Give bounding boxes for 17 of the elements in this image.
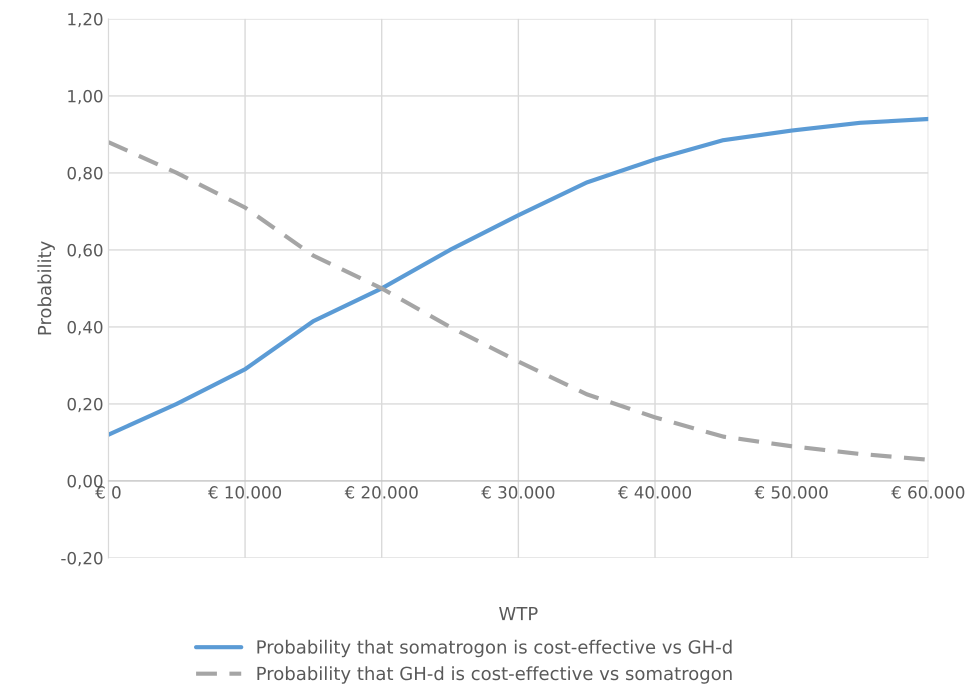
y-tick-label: 0,60 (68, 244, 102, 258)
y-tick-label: 0,80 (68, 166, 102, 182)
y-tick-label: 1,20 (68, 12, 102, 28)
x-tick-label: € 20.000 (344, 486, 418, 499)
x-axis-title: WTP (499, 606, 538, 620)
y-tick-label: 0,20 (68, 398, 102, 412)
y-tick-label: -0,20 (61, 552, 102, 566)
x-tick-label: € 10.000 (208, 486, 282, 499)
x-tick-label: € 50.000 (754, 486, 828, 499)
x-tick-label: € 60.000 (891, 486, 964, 499)
y-tick-label: 0,40 (68, 320, 102, 336)
x-tick-label: € 30.000 (481, 486, 554, 499)
y-tick-label: 1,00 (68, 90, 102, 104)
legend-label: Probability that GH-d is cost-effective vs somatrogon (257, 666, 732, 684)
y-axis-title: Probability (37, 241, 55, 334)
x-tick-label: € 40.000 (618, 486, 692, 499)
legend-label: Probability that somatrogon is cost-effective vs GH-d (257, 640, 732, 658)
